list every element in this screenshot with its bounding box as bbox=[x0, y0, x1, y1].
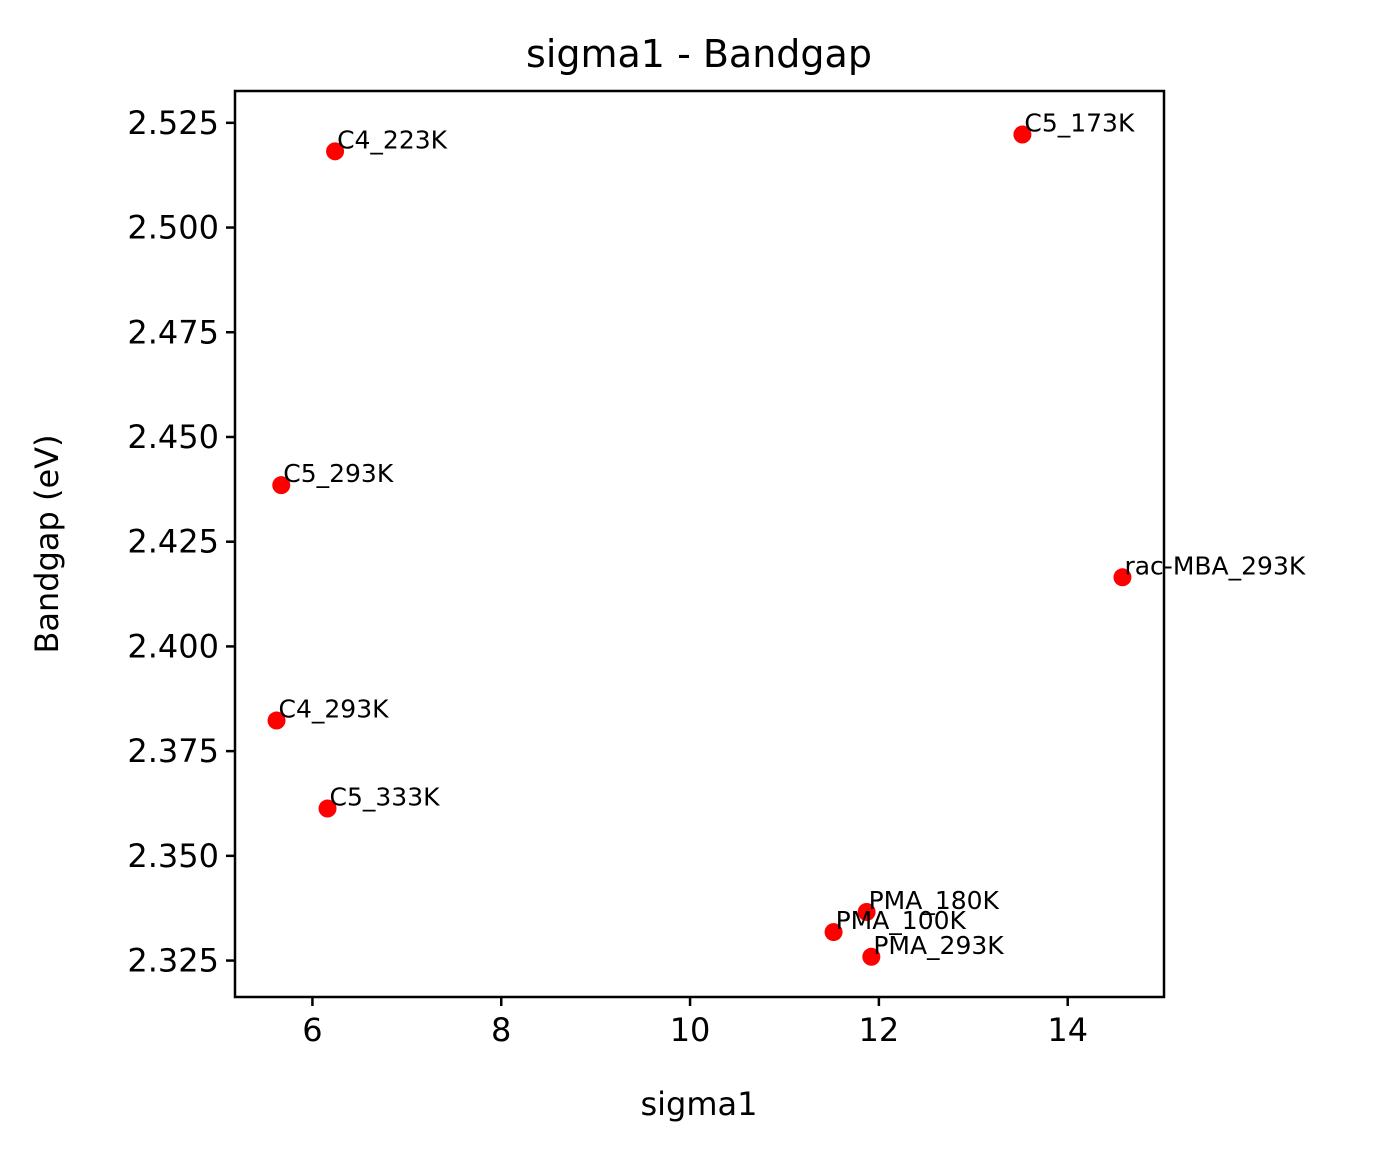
point-label: C4_293K bbox=[279, 695, 390, 724]
data-point bbox=[326, 142, 345, 161]
point-label: PMA_100K bbox=[836, 906, 967, 935]
point-label: PMA_180K bbox=[869, 886, 1000, 915]
data-point bbox=[267, 711, 286, 730]
y-tick-label: 2.500 bbox=[127, 209, 219, 247]
point-label: PMA_293K bbox=[873, 931, 1004, 960]
data-point bbox=[857, 902, 876, 921]
chart-title: sigma1 - Bandgap bbox=[526, 32, 872, 76]
point-label: C4_223K bbox=[337, 125, 448, 154]
data-point bbox=[272, 476, 291, 495]
x-tick-label: 14 bbox=[1047, 1011, 1088, 1049]
x-axis-label: sigma1 bbox=[640, 1085, 757, 1123]
x-tick-label: 8 bbox=[491, 1011, 511, 1049]
y-tick-label: 2.325 bbox=[127, 942, 219, 980]
data-point bbox=[862, 947, 881, 966]
data-point bbox=[318, 799, 337, 818]
data-point bbox=[824, 923, 843, 942]
point-label: C5_293K bbox=[283, 459, 394, 488]
y-tick-label: 2.350 bbox=[127, 837, 219, 875]
x-axis: 6 8 10 12 14 bbox=[302, 997, 1088, 1049]
y-tick-label: 2.425 bbox=[127, 523, 219, 561]
point-label: rac-MBA_293K bbox=[1124, 551, 1305, 580]
y-tick-label: 2.525 bbox=[127, 104, 219, 142]
plot-frame bbox=[233, 89, 1166, 999]
y-tick-label: 2.400 bbox=[127, 627, 219, 665]
plot-area: C4_223K C5_173K C5_293K rac-MBA_293K C4_293K… bbox=[267, 109, 1306, 966]
y-tick-label: 2.475 bbox=[127, 313, 219, 351]
data-point bbox=[1113, 568, 1132, 587]
x-tick-label: 12 bbox=[859, 1011, 900, 1049]
y-axis: 2.325 2.350 2.375 2.400 2.425 2.450 2.475 2.500… bbox=[127, 104, 235, 980]
y-tick-label: 2.450 bbox=[127, 418, 219, 456]
y-tick-label: 2.375 bbox=[127, 732, 219, 770]
point-label: C5_173K bbox=[1024, 109, 1135, 138]
data-point bbox=[1013, 125, 1032, 144]
x-tick-label: 6 bbox=[302, 1011, 322, 1049]
y-axis-label: Bandgap (eV) bbox=[28, 434, 66, 653]
x-tick-label: 10 bbox=[670, 1011, 711, 1049]
point-label: C5_333K bbox=[330, 783, 441, 812]
